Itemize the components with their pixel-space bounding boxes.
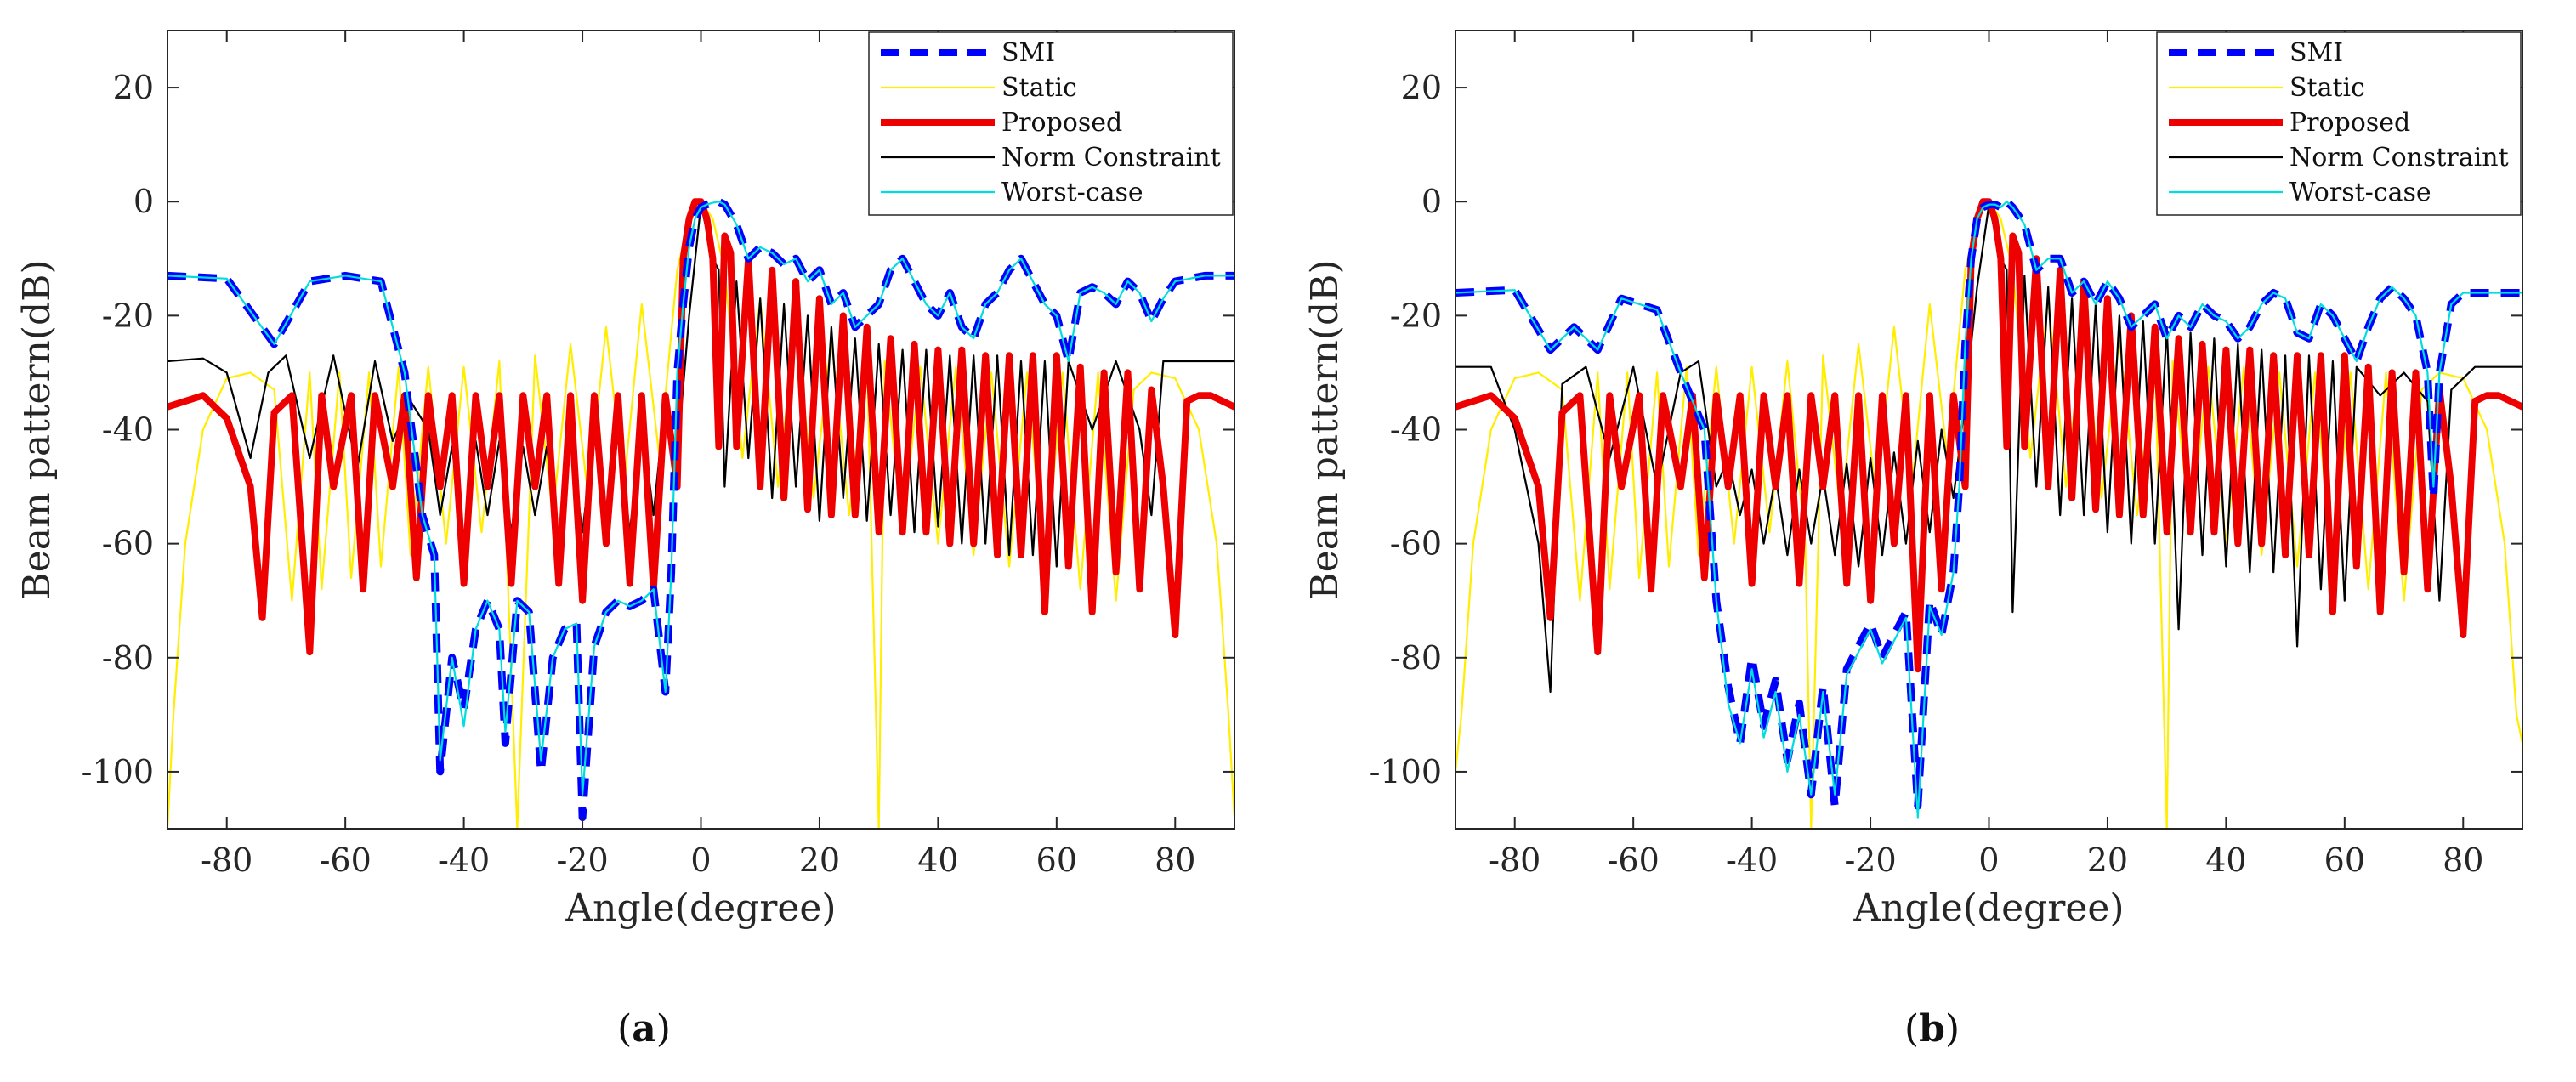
y-tick-label: 20 <box>113 69 154 106</box>
x-tick-label: -60 <box>320 841 372 879</box>
x-tick-label: -40 <box>1726 841 1778 879</box>
y-tick-label: -40 <box>102 411 154 449</box>
y-axis-label: Beam pattern(dB) <box>15 259 59 599</box>
x-tick-label: -40 <box>438 841 490 879</box>
x-axis-label: Angle(degree) <box>1853 887 2124 930</box>
legend-label: SMI <box>1001 38 1055 68</box>
y-axis-label: Beam pattern(dB) <box>1303 259 1347 599</box>
y-tick-label: -20 <box>102 297 154 334</box>
x-tick-label: 60 <box>2324 841 2365 879</box>
y-tick-label: -80 <box>1390 639 1442 677</box>
legend-label: Norm Constraint <box>2289 143 2509 173</box>
x-tick-label: 20 <box>799 841 840 879</box>
legend-label: Proposed <box>1001 108 1122 138</box>
series-line-smi <box>1455 197 2522 810</box>
x-axis-label: Angle(degree) <box>565 887 836 930</box>
x-tick-label: 40 <box>2205 841 2246 879</box>
x-tick-label: -80 <box>201 841 252 879</box>
series-line-proposed <box>167 198 1234 656</box>
y-tick-label: -60 <box>102 525 154 563</box>
caption-a: (a) <box>617 1007 671 1051</box>
x-tick-label: -20 <box>1844 841 1896 879</box>
y-tick-label: 0 <box>1421 183 1442 220</box>
legend-label: SMI <box>2289 38 2343 68</box>
caption-b: (b) <box>1904 1007 1960 1051</box>
figure-a: -80 -60 -40 -20 0 20 40 60 80 20 0 -20 -40 -60 -80 -100… <box>15 30 1235 1051</box>
beam-pattern-chart-a: -80 -60 -40 -20 0 20 40 60 80 20 0 -20 -40 -60 -80 -100… <box>15 30 1235 930</box>
y-tick-label: 20 <box>1401 69 1442 106</box>
legend-label: Worst-case <box>1001 178 1143 207</box>
legend-label: Worst-case <box>2289 178 2431 207</box>
y-tick-label: 0 <box>133 183 154 220</box>
y-tick-label: -80 <box>102 639 154 677</box>
y-tick-label: -100 <box>82 753 154 790</box>
x-tick-label: 0 <box>690 841 711 879</box>
x-tick-label: 20 <box>2087 841 2128 879</box>
legend: SMI Static Proposed Norm Constraint Worst-ca… <box>2156 31 2522 216</box>
legend-label: Static <box>2289 73 2365 103</box>
x-tick-label: 40 <box>917 841 958 879</box>
x-tick-label: -80 <box>1489 841 1540 879</box>
x-tick-label: 80 <box>1155 841 1195 879</box>
x-tick-label: -20 <box>556 841 608 879</box>
beam-pattern-chart-b: -80 -60 -40 -20 0 20 40 60 80 20 0 -20 -40 -60 -80 -100… <box>1303 30 2523 930</box>
legend: SMI Static Proposed Norm Constraint Worst-ca… <box>868 31 1234 216</box>
series-line-worst-case <box>1455 201 2522 819</box>
figure-b: -80 -60 -40 -20 0 20 40 60 80 20 0 -20 -40 -60 -80 -100… <box>1288 0 2576 1082</box>
y-tick-label: -20 <box>1390 297 1442 334</box>
x-tick-label: 60 <box>1036 841 1077 879</box>
x-tick-label: 80 <box>2443 841 2483 879</box>
legend-label: Static <box>1001 73 1077 103</box>
legend-label: Proposed <box>2289 108 2410 138</box>
x-tick-label: 0 <box>1978 841 1999 879</box>
y-tick-label: -40 <box>1390 411 1442 449</box>
series-line-worst-case <box>167 201 1234 796</box>
legend-label: Norm Constraint <box>1001 143 1221 173</box>
series-line-proposed <box>1455 198 2522 673</box>
x-tick-label: -60 <box>1608 841 1660 879</box>
y-tick-label: -100 <box>1370 753 1442 790</box>
y-tick-label: -60 <box>1390 525 1442 563</box>
